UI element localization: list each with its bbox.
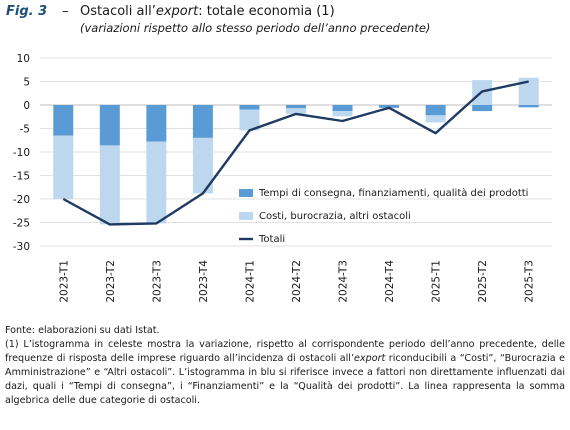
title-dash: – xyxy=(62,4,69,19)
x-tick-label: 2024-T2 xyxy=(291,260,303,303)
bar xyxy=(286,108,306,114)
legend-label: Tempi di consegna, finanziamenti, qualit… xyxy=(258,187,528,199)
title-part-1: Ostacoli all’ xyxy=(80,4,156,19)
y-tick-label: -25 xyxy=(13,218,30,230)
x-tick-label: 2023-T2 xyxy=(105,260,117,303)
footnote-1-emphasis: export xyxy=(354,353,386,364)
y-tick-label: -20 xyxy=(13,194,30,206)
bar xyxy=(332,105,353,112)
totali-line xyxy=(62,80,529,226)
bar xyxy=(99,145,120,225)
x-tick-label: 2024-T4 xyxy=(384,260,396,303)
x-tick-label: 2023-T1 xyxy=(58,260,70,303)
bar xyxy=(332,111,353,117)
legend-swatch xyxy=(239,212,253,220)
y-tick-label: 5 xyxy=(23,77,30,89)
bar xyxy=(53,135,74,199)
chart-subtitle: (variazioni rispetto allo stesso periodo… xyxy=(80,21,431,35)
x-tick-label: 2023-T3 xyxy=(151,260,163,303)
bar xyxy=(146,105,167,142)
totali-line-path xyxy=(62,80,529,226)
bar xyxy=(518,105,539,108)
footnote-1-part-b: riconducibili a “Costi”, “Burocrazia e A… xyxy=(5,353,566,406)
bar xyxy=(192,105,213,138)
bar xyxy=(99,105,120,146)
bar xyxy=(518,77,539,105)
title-emphasis: export xyxy=(155,4,199,19)
bar xyxy=(472,105,493,112)
bar xyxy=(286,105,306,109)
footnotes: Fonte: elaborazioni su dati Istat. (1) L… xyxy=(5,324,565,408)
bar xyxy=(239,109,260,131)
footnote-1-part-a: (1) L’istogramma in celeste mostra la va… xyxy=(5,339,565,364)
legend-label: Costi, burocrazia, altri ostacoli xyxy=(259,211,411,222)
bar xyxy=(53,105,74,136)
legend-swatch xyxy=(239,189,253,197)
bar xyxy=(425,115,446,123)
x-tick-label: 2025-T2 xyxy=(477,260,489,303)
legend: Tempi di consegna, finanziamenti, qualit… xyxy=(239,187,528,245)
x-axis: 2023-T1 2023-T2 2023-T3 2023-T4 2024-T1 2024-… xyxy=(58,260,535,303)
x-tick-label: 2024-T3 xyxy=(338,260,350,303)
bar xyxy=(146,141,167,224)
bar xyxy=(425,105,446,116)
title-part-2: : totale economia (1) xyxy=(198,4,335,19)
x-tick-label: 2023-T4 xyxy=(198,260,210,303)
footnote-1: (1) L’istogramma in celeste mostra la va… xyxy=(5,338,565,408)
x-tick-label: 2024-T1 xyxy=(244,260,256,303)
bar xyxy=(379,105,400,108)
x-tick-label: 2025-T1 xyxy=(431,260,443,303)
y-tick-label: 10 xyxy=(17,53,30,65)
y-axis: 10 5 0 -5 -10 -15 -20 -25 -30 xyxy=(13,53,30,253)
bar xyxy=(192,137,213,194)
y-tick-label: -30 xyxy=(13,241,30,253)
y-tick-label: -5 xyxy=(20,124,30,136)
y-tick-label: -15 xyxy=(13,171,30,183)
source-note: Fonte: elaborazioni su dati Istat. xyxy=(5,325,160,336)
x-tick-label: 2025-T3 xyxy=(524,260,536,303)
chart-title: Ostacoli all’export: totale economia (1) xyxy=(80,4,335,19)
figure-label: Fig. 3 xyxy=(6,4,48,19)
bars xyxy=(53,77,539,225)
y-tick-label: 0 xyxy=(23,100,30,112)
y-tick-label: -10 xyxy=(13,147,30,159)
bar xyxy=(239,105,260,110)
legend-label: Totali xyxy=(258,234,285,245)
